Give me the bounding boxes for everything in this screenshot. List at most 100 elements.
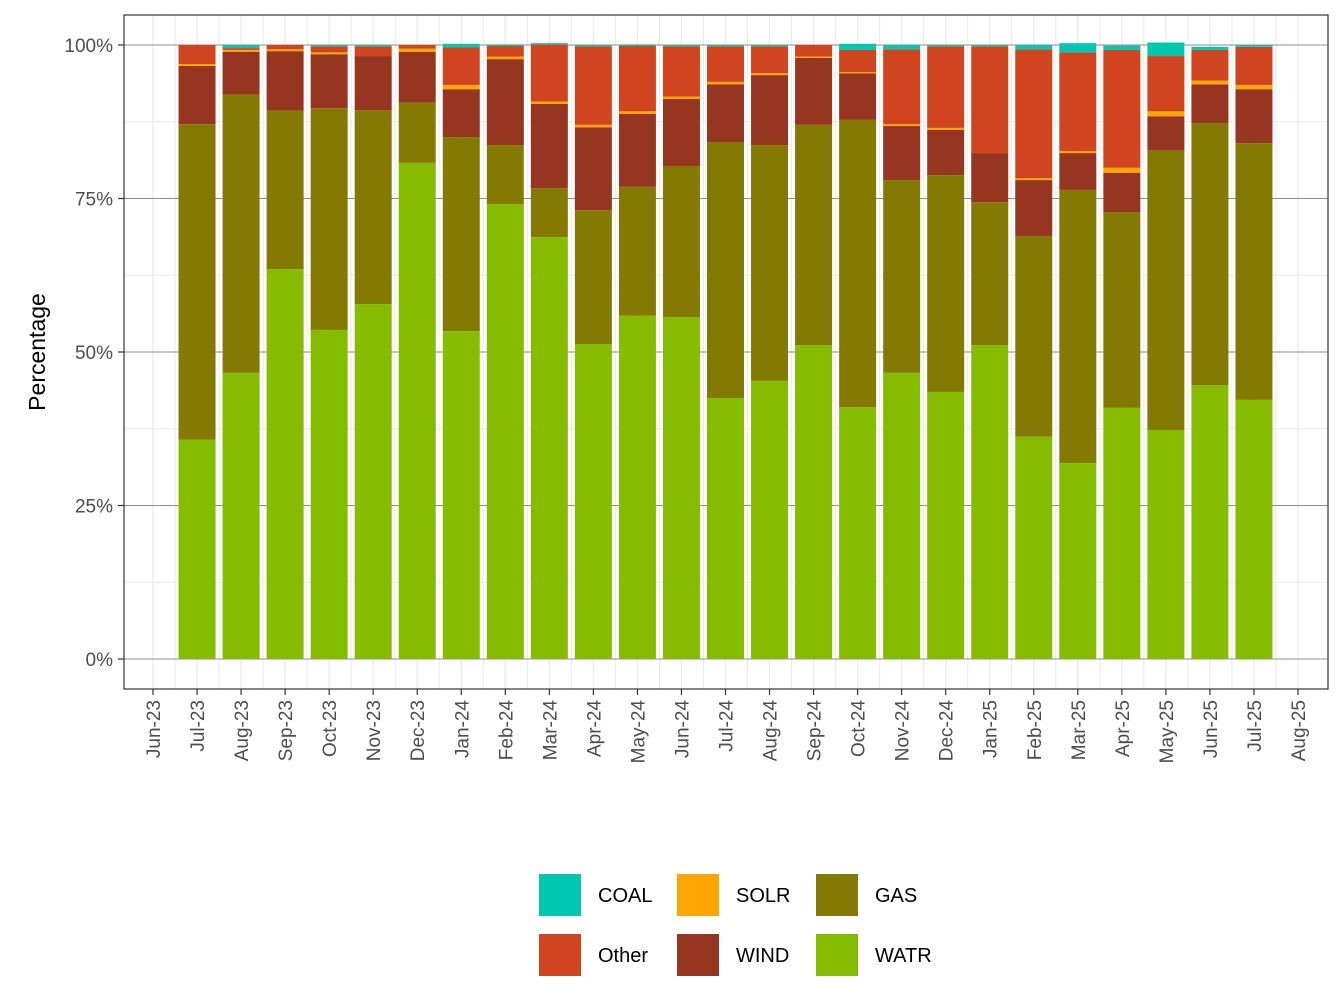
bar-segment-watr <box>398 162 436 659</box>
bar-segment-other <box>839 49 877 73</box>
x-tick-label: Jan-24 <box>452 700 473 759</box>
bar-segment-coal <box>1103 45 1141 50</box>
bar-segment-other <box>795 45 833 57</box>
bar-segment-wind <box>310 54 348 109</box>
x-tick-label: Apr-24 <box>584 700 605 757</box>
bar-segment-other <box>398 45 436 49</box>
bar-segment-coal <box>442 43 480 48</box>
bar-segment-watr <box>795 345 833 659</box>
bar-stack-Nov-23 <box>354 45 392 659</box>
bar-segment-wind <box>574 127 612 211</box>
bar-segment-wind <box>795 57 833 125</box>
bar-segment-solr <box>1015 178 1053 181</box>
bar-segment-watr <box>751 380 789 659</box>
bar-segment-coal <box>354 45 392 47</box>
bar-segment-solr <box>1235 84 1273 90</box>
bar-segment-solr <box>1191 80 1229 85</box>
bar-segment-solr <box>927 127 965 130</box>
x-tick-label: Feb-25 <box>1025 700 1046 760</box>
bar-segment-coal <box>1191 46 1229 50</box>
bar-segment-wind <box>486 59 524 146</box>
legend-item-watr: WATR <box>816 934 932 976</box>
y-tick-label: 50% <box>75 343 113 364</box>
bar-stack-Oct-23 <box>310 45 348 659</box>
legend-label: GAS <box>875 885 917 907</box>
bar-segment-gas <box>1015 235 1053 437</box>
bar-stack-Jul-23 <box>178 45 216 659</box>
y-tick-label: 100% <box>64 36 113 57</box>
bar-segment-other <box>707 46 744 82</box>
bar-segment-other <box>530 44 568 102</box>
bar-segment-gas <box>222 94 260 373</box>
bar-segment-solr <box>1147 111 1185 117</box>
bar-segment-other <box>1191 49 1229 81</box>
bar-segment-gas <box>883 180 921 373</box>
bar-stack-Sep-23 <box>266 45 304 659</box>
x-tick-label: Jun-23 <box>144 700 165 758</box>
bar-stack-Feb-24 <box>486 44 524 659</box>
x-tick-label: Oct-23 <box>320 700 341 757</box>
bar-stack-Apr-25 <box>1103 45 1141 659</box>
legend-key <box>816 934 858 976</box>
x-tick-label: Jul-25 <box>1245 700 1266 752</box>
bar-segment-wind <box>1235 89 1273 144</box>
legend-item-solr: SOLR <box>677 874 790 916</box>
bar-segment-solr <box>398 48 436 52</box>
bar-stack-Dec-24 <box>927 45 965 659</box>
bar-stack-May-24 <box>618 44 656 659</box>
bar-segment-coal <box>574 45 612 47</box>
bar-segment-solr <box>839 72 877 74</box>
bar-segment-watr <box>574 344 612 659</box>
legend-label: SOLR <box>736 885 790 907</box>
bar-segment-coal <box>927 45 965 47</box>
bar-segment-watr <box>1059 463 1097 659</box>
bar-segment-coal <box>222 45 260 49</box>
bar-segment-wind <box>751 75 789 146</box>
bar-segment-gas <box>795 124 833 346</box>
bar-segment-watr <box>530 237 568 659</box>
x-tick-label: Apr-25 <box>1113 700 1134 757</box>
bar-segment-other <box>1015 49 1053 179</box>
bar-stack-Oct-24 <box>839 43 877 659</box>
bar-segment-other <box>883 49 921 125</box>
bar-segment-other <box>486 45 524 57</box>
bar-segment-gas <box>1059 189 1097 464</box>
bar-segment-watr <box>266 269 304 659</box>
legend-key <box>816 874 858 916</box>
bar-segment-watr <box>1235 399 1273 659</box>
bar-segment-other <box>1235 46 1273 85</box>
bar-segment-solr <box>574 124 612 128</box>
bar-segment-solr <box>530 101 568 104</box>
bar-stack-May-25 <box>1147 42 1185 659</box>
legend-item-gas: GAS <box>816 874 917 916</box>
bar-segment-gas <box>178 124 216 440</box>
bar-segment-watr <box>662 317 700 659</box>
bar-segment-wind <box>178 65 216 125</box>
bar-segment-gas <box>354 110 392 305</box>
bar-stack-Feb-25 <box>1015 45 1053 659</box>
bar-segment-coal <box>707 45 744 47</box>
bar-stack-Aug-24 <box>751 45 789 659</box>
bar-segment-watr <box>707 398 744 659</box>
x-tick-label: Dec-24 <box>937 700 958 762</box>
y-tick-label: 75% <box>75 190 113 211</box>
bar-segment-solr <box>222 49 260 52</box>
legend-label: COAL <box>598 885 652 907</box>
bar-segment-coal <box>839 43 877 50</box>
bar-segment-other <box>574 46 612 125</box>
x-tick-label: Jun-25 <box>1201 700 1222 758</box>
bar-segment-wind <box>354 56 392 111</box>
bar-stack-Jul-24 <box>707 45 744 659</box>
bar-segment-watr <box>486 204 524 659</box>
x-tick-label: May-24 <box>628 700 649 764</box>
bar-segment-gas <box>618 186 656 316</box>
x-tick-label: Dec-23 <box>408 700 429 761</box>
bar-stack-Aug-23 <box>222 45 260 659</box>
bar-segment-other <box>618 45 656 112</box>
x-tick-label: Sep-23 <box>276 700 297 761</box>
bar-segment-watr <box>1147 429 1185 659</box>
bar-segment-watr <box>310 329 348 659</box>
bar-segment-wind <box>662 99 700 166</box>
y-tick-label: 25% <box>75 497 113 518</box>
bar-segment-coal <box>530 43 568 45</box>
